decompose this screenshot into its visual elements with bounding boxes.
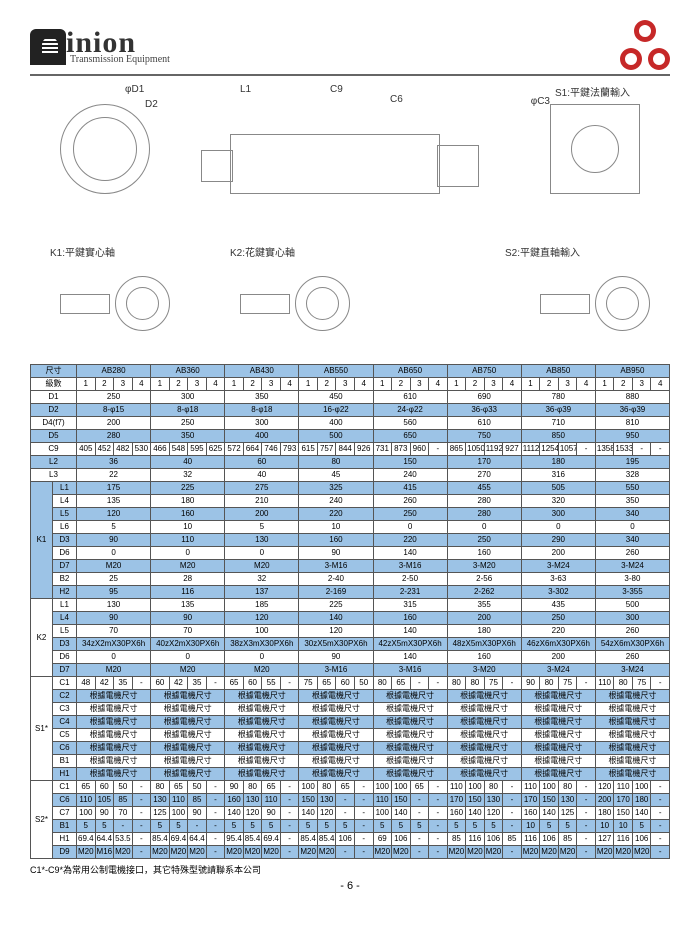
diag-k2 [220, 264, 350, 344]
shaft-main [230, 134, 440, 194]
lbl-C6: C6 [390, 94, 403, 105]
logo: inion Transmission Equipment [30, 26, 170, 65]
gears-icon [620, 20, 670, 70]
lbl-C9: C9 [330, 84, 343, 95]
diagrams-area: φD1 D2 L1 C9 C6 S1:平鍵法蘭輸入 φC3 K1:平鍵實心軸 K… [30, 84, 670, 364]
footnote: C1*-C9*為常用公制電機接口，其它特殊型號請聯系本公司 [30, 863, 670, 876]
lbl-s2: S2:平鍵直軸輸入 [505, 244, 580, 259]
diag-s2 [520, 264, 650, 344]
lbl-L1: L1 [240, 84, 251, 95]
diag-k1 [40, 264, 170, 344]
page-header: inion Transmission Equipment [30, 20, 670, 76]
spec-table: 尺寸AB280AB360AB430AB550AB650AB750AB850AB9… [30, 364, 670, 859]
lbl-phiC3: φC3 [531, 96, 550, 107]
lbl-phiD1: φD1 [125, 84, 144, 95]
lbl-s1: S1:平鍵法蘭輸入 [555, 84, 630, 99]
logo-sub: Transmission Equipment [70, 54, 170, 65]
flange-left [60, 104, 150, 194]
logo-mark [30, 29, 66, 65]
lbl-D2: D2 [145, 99, 158, 110]
page-number: - 6 - [30, 880, 670, 892]
flange-right [550, 104, 640, 194]
lbl-k1: K1:平鍵實心軸 [50, 244, 115, 259]
lbl-k2: K2:花鍵實心軸 [230, 244, 295, 259]
